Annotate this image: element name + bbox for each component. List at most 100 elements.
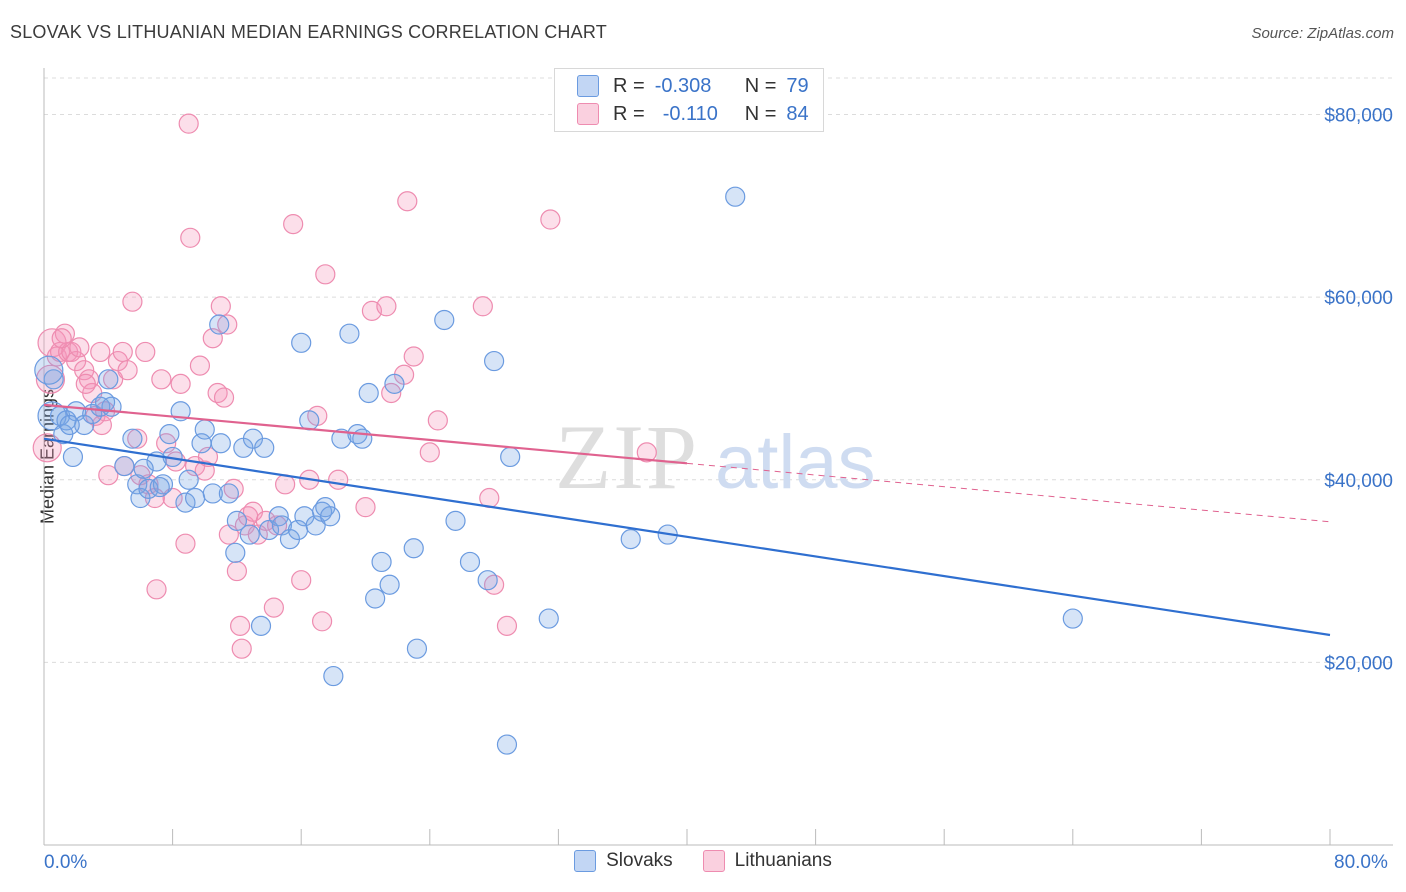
slovak-point [379,574,400,595]
slovak-point [114,455,135,477]
lithuanian-point [376,296,397,317]
lithuanian-point [127,428,148,449]
y-tick-label: $60,000 [1324,288,1393,309]
lithuanian-swatch [577,103,599,125]
lithuanian-point [403,346,424,367]
slovak-point [445,510,466,531]
slovak-point [254,437,275,458]
lithuanian-point [226,560,247,582]
lithuanian-point [90,341,111,363]
slovak-point [94,392,116,413]
lithuanian-point [291,570,312,591]
slovak-point [484,350,505,372]
lithuanian-point [496,615,518,636]
r-value: -0.110 [662,102,718,125]
lithuanian-trend-extension [686,462,1331,523]
lithuanian-point [230,615,251,636]
correlation-legend: R = -0.308 N = 79 R = -0.110 N = 84 [554,68,824,132]
lithuanian-point [275,474,296,495]
slovak-point [371,551,392,573]
lithuanian-point [217,314,238,335]
slovak-point [331,428,352,449]
slovak-point [185,487,206,509]
watermark: ZIP atlas [555,406,876,508]
slovak-point [34,355,64,385]
slovak-point [152,474,174,495]
y-tick-label: $80,000 [1324,106,1393,127]
slovak-point [149,476,170,498]
legend-row-lithuanians: R = -0.110 N = 84 [577,101,809,127]
slovak-point [133,458,154,479]
slovak-point [202,483,223,504]
r-value: -0.308 [654,74,712,97]
slovak-point [358,382,379,404]
trend-lines [43,403,1331,637]
slovak-point [496,734,518,755]
slovak-point [226,510,247,531]
lithuanian-point [636,442,657,463]
slovak-point [459,551,481,573]
n-value: 79 [786,74,809,97]
lithuanian-point [231,638,252,659]
watermark-atlas: atlas [715,420,876,505]
slovak-point [299,410,320,431]
slovak-point [194,419,215,440]
axes [43,68,1393,846]
x-tick-label-min: 0.0% [44,852,88,873]
slovak-points [34,186,1083,755]
lithuanian-point [283,213,304,235]
lithuanian-points [32,113,657,659]
lithuanian-point [178,113,199,134]
lithuanian-point [51,328,72,349]
source-label: Source: ZipAtlas.com [1251,25,1394,42]
lithuanian-point [540,209,561,230]
slovak-point [538,608,559,629]
lithuanian-point [263,597,284,618]
lithuanian-point [315,264,336,285]
slovak-point [620,529,641,550]
lithuanian-point [135,341,156,363]
slovak-swatch [577,75,599,97]
lithuanian-point [98,465,119,486]
lithuanian-point [75,373,96,394]
lithuanian-point [189,355,211,376]
legend-row-slovaks: R = -0.308 N = 79 [577,73,809,99]
chart-title: SLOVAK VS LITHUANIAN MEDIAN EARNINGS COR… [10,22,607,42]
lithuanian-point [112,341,133,363]
slovak-point [406,638,428,659]
lithuanian-swatch [702,850,725,872]
slovak-point [477,570,498,591]
slovak-point [291,332,312,353]
slovak-point [98,369,119,390]
lithuanian-point [355,497,376,518]
slovak-point [339,323,360,344]
lithuanian-point [210,296,231,317]
lithuanian-point [35,364,66,394]
n-value: 84 [786,102,809,125]
lithuanian-point [397,191,418,212]
slovak-point [178,469,199,490]
slovak-point [62,446,84,468]
legend-label-slovaks: Slovaks [606,850,673,871]
legend-item-lithuanians: Lithuanians [702,850,832,872]
x-tick-label-max: 80.0% [1334,852,1388,873]
slovak-point [239,524,260,545]
lithuanian-point [213,387,235,408]
r-label: R = [613,74,645,97]
lithuanian-point [311,611,333,632]
legend-item-slovaks: Slovaks [574,850,673,872]
slovak-trend-line [43,437,1331,637]
slovak-point [258,519,280,541]
lithuanian-point [162,487,183,509]
lithuanian-point [151,369,172,390]
lithuanian-point [146,579,167,600]
slovak-point [320,506,341,527]
slovak-point [365,588,386,609]
lithuanian-trend-line [43,403,688,465]
slovak-point [384,373,405,394]
slovak-point [175,492,196,513]
slovak-point [434,309,455,331]
slovak-point [323,665,344,687]
slovak-point [1062,608,1083,629]
